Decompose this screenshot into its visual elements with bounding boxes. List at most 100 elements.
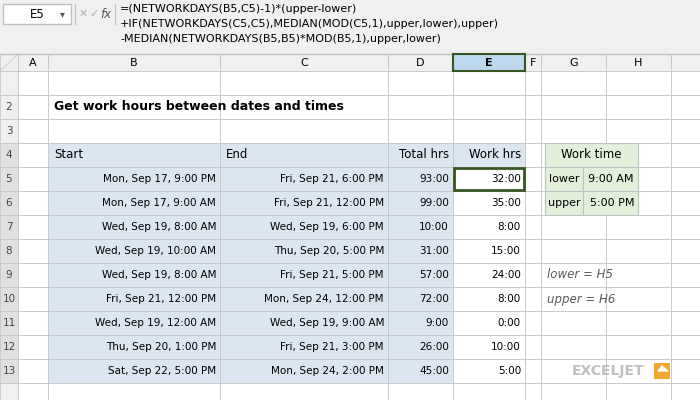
Bar [525,71,541,95]
Text: upper = H6: upper = H6 [547,292,615,306]
Bar [583,167,638,191]
Text: 6: 6 [6,198,13,208]
Bar [453,215,525,239]
Text: End: End [226,148,248,162]
Text: Wed, Sep 19, 6:00 PM: Wed, Sep 19, 6:00 PM [270,222,384,232]
Text: E: E [485,58,493,68]
Bar [18,215,48,239]
Text: 7: 7 [6,222,13,232]
Bar [453,167,525,191]
Bar [541,95,606,119]
Bar [388,54,453,71]
Text: 35:00: 35:00 [491,198,521,208]
Bar [453,54,525,71]
Bar [454,168,524,190]
Bar [18,359,48,383]
Bar [48,359,220,383]
Bar [18,167,48,191]
Bar [220,287,388,311]
Bar [671,335,700,359]
Bar [0,54,18,71]
Text: 72:00: 72:00 [419,294,449,304]
Bar [453,359,525,383]
Bar [388,191,453,215]
Bar [388,71,453,95]
Text: -MEDIAN(NETWORKDAYS(B5,B5)*MOD(B5,1),upper,lower): -MEDIAN(NETWORKDAYS(B5,B5)*MOD(B5,1),upp… [120,34,441,44]
Bar [18,311,48,335]
Bar [606,263,671,287]
Text: 9: 9 [6,270,13,280]
Bar [220,263,388,287]
Bar [525,95,541,119]
Bar [671,71,700,95]
Bar [606,71,671,95]
Text: fx: fx [100,8,111,20]
Bar [453,263,525,287]
Bar [18,287,48,311]
Text: 4: 4 [6,150,13,160]
Text: 0:00: 0:00 [498,318,521,328]
Text: Wed, Sep 19, 8:00 AM: Wed, Sep 19, 8:00 AM [102,222,216,232]
Bar [525,143,541,167]
Text: 8:00: 8:00 [498,294,521,304]
Text: 11: 11 [2,318,15,328]
Bar [388,311,453,335]
Bar [48,119,220,143]
Bar [453,95,525,119]
Bar [525,359,541,383]
Bar [453,311,525,335]
Bar [18,71,48,95]
Bar [654,363,670,379]
Bar [48,287,220,311]
Bar [220,119,388,143]
Text: C: C [300,58,308,68]
Bar [525,311,541,335]
Text: 3: 3 [6,126,13,136]
Bar [18,263,48,287]
Bar [541,335,606,359]
Bar [453,239,525,263]
Bar [541,71,606,95]
Bar [388,287,453,311]
Text: 2: 2 [6,102,13,112]
Text: Fri, Sep 21, 5:00 PM: Fri, Sep 21, 5:00 PM [281,270,384,280]
Bar [525,54,541,71]
Text: 9:00 AM: 9:00 AM [589,174,634,184]
Bar [18,239,48,263]
Text: Work hrs: Work hrs [469,148,521,162]
Text: ▾: ▾ [60,9,64,19]
Bar [671,54,700,71]
Bar [18,191,48,215]
Bar [0,383,18,400]
Bar [541,287,606,311]
Text: Mon, Sep 24, 2:00 PM: Mon, Sep 24, 2:00 PM [271,366,384,376]
Text: Wed, Sep 19, 10:00 AM: Wed, Sep 19, 10:00 AM [95,246,216,256]
Bar [48,71,220,95]
Bar [671,143,700,167]
Text: 10: 10 [2,294,15,304]
Bar [0,239,18,263]
Bar [0,95,18,119]
Bar [48,263,220,287]
Text: Mon, Sep 17, 9:00 AM: Mon, Sep 17, 9:00 AM [102,198,216,208]
Bar [545,167,583,191]
Polygon shape [658,366,668,371]
Bar [671,311,700,335]
Bar [606,167,671,191]
Bar [606,143,671,167]
Bar [48,191,220,215]
Text: 93:00: 93:00 [419,174,449,184]
Bar [541,383,606,400]
Bar [541,191,606,215]
Text: upper: upper [547,198,580,208]
Bar [541,167,606,191]
Text: Work time: Work time [561,148,622,162]
Bar [388,215,453,239]
Bar [0,359,18,383]
Text: lower = H5: lower = H5 [547,268,613,282]
Text: Mon, Sep 17, 9:00 PM: Mon, Sep 17, 9:00 PM [103,174,216,184]
Bar [0,263,18,287]
Text: 12: 12 [2,342,15,352]
Bar [220,383,388,400]
Bar [18,143,48,167]
